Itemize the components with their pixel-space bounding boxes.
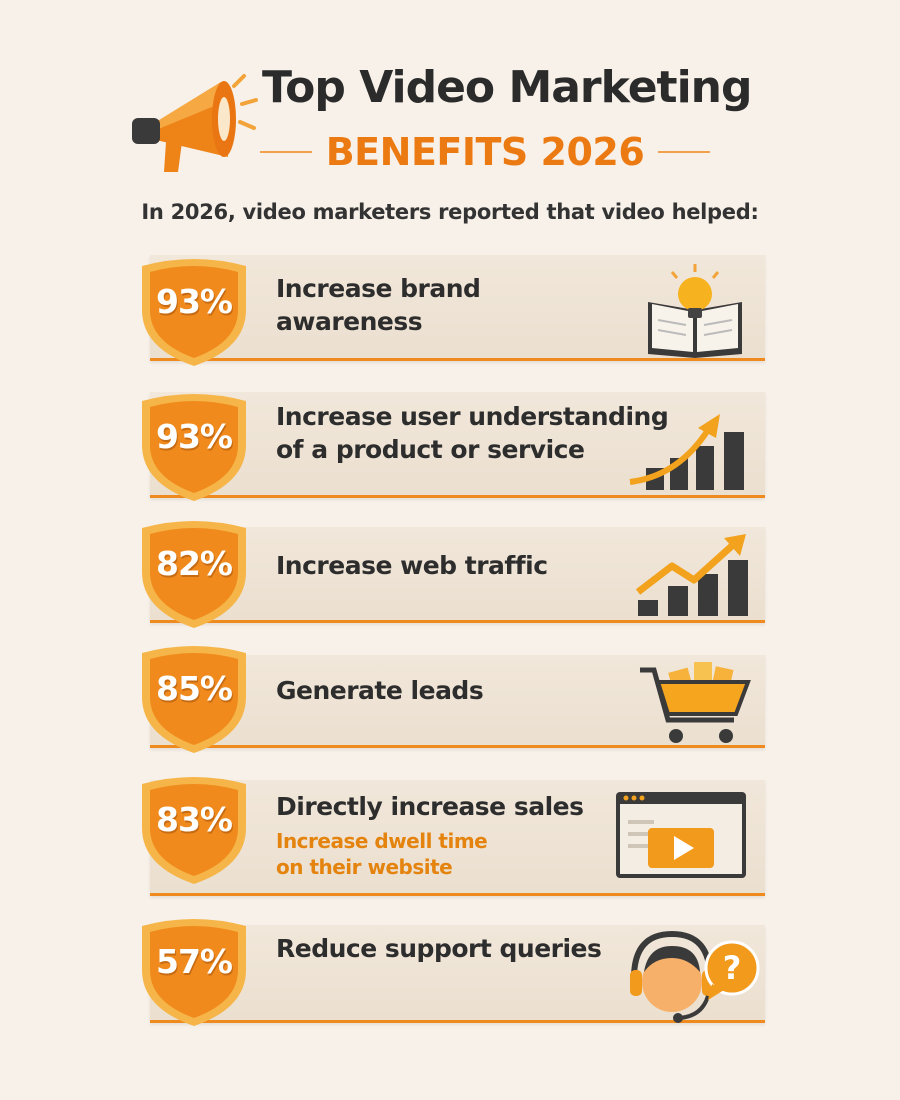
benefit-percent: 85% <box>156 669 233 708</box>
benefit-label: Reduce support queries <box>276 934 602 963</box>
percent-shield: 85% <box>134 637 254 757</box>
benefit-percent: 82% <box>156 544 233 583</box>
page-subtitle: BENEFITS 2026 <box>325 130 645 174</box>
lightbulb-book-icon <box>640 262 750 358</box>
video-player-icon <box>614 790 748 880</box>
benefit-label: Generate leads <box>276 676 484 705</box>
megaphone-icon <box>126 72 276 182</box>
benefit-percent: 93% <box>156 282 233 321</box>
traffic-chart-icon <box>634 532 752 618</box>
subtitle-rule-right <box>658 151 711 153</box>
subtitle-row: BENEFITS 2026 <box>250 126 720 178</box>
benefit-sublabel-line2: on their website <box>276 855 453 879</box>
percent-shield: 83% <box>134 768 254 888</box>
benefit-label-line2: of a product or service <box>276 435 585 464</box>
percent-shield: 93% <box>134 385 254 505</box>
benefit-card <box>150 655 765 748</box>
page-title: Top Video Marketing <box>262 62 752 113</box>
percent-shield: 93% <box>134 250 254 370</box>
benefit-sublabel: Increase dwell time <box>276 829 488 853</box>
benefit-label: Increase user understanding <box>276 402 669 431</box>
benefit-percent: 57% <box>156 942 233 981</box>
benefit-percent: 93% <box>156 417 233 456</box>
intro-text: In 2026, video marketers reported that v… <box>141 200 759 224</box>
benefit-label: Increase brand <box>276 274 481 303</box>
benefit-label-line2: awareness <box>276 307 423 336</box>
percent-shield: 82% <box>134 512 254 632</box>
benefit-percent: 83% <box>156 800 233 839</box>
svg-text:?: ? <box>723 949 742 987</box>
support-agent-icon: ? <box>628 924 762 1030</box>
percent-shield: 57% <box>134 910 254 1030</box>
benefit-label: Directly increase sales <box>276 792 584 821</box>
subtitle-rule-left <box>259 151 312 153</box>
benefit-label: Increase web traffic <box>276 551 548 580</box>
shopping-cart-icon <box>638 658 752 746</box>
growth-chart-icon <box>628 410 750 492</box>
